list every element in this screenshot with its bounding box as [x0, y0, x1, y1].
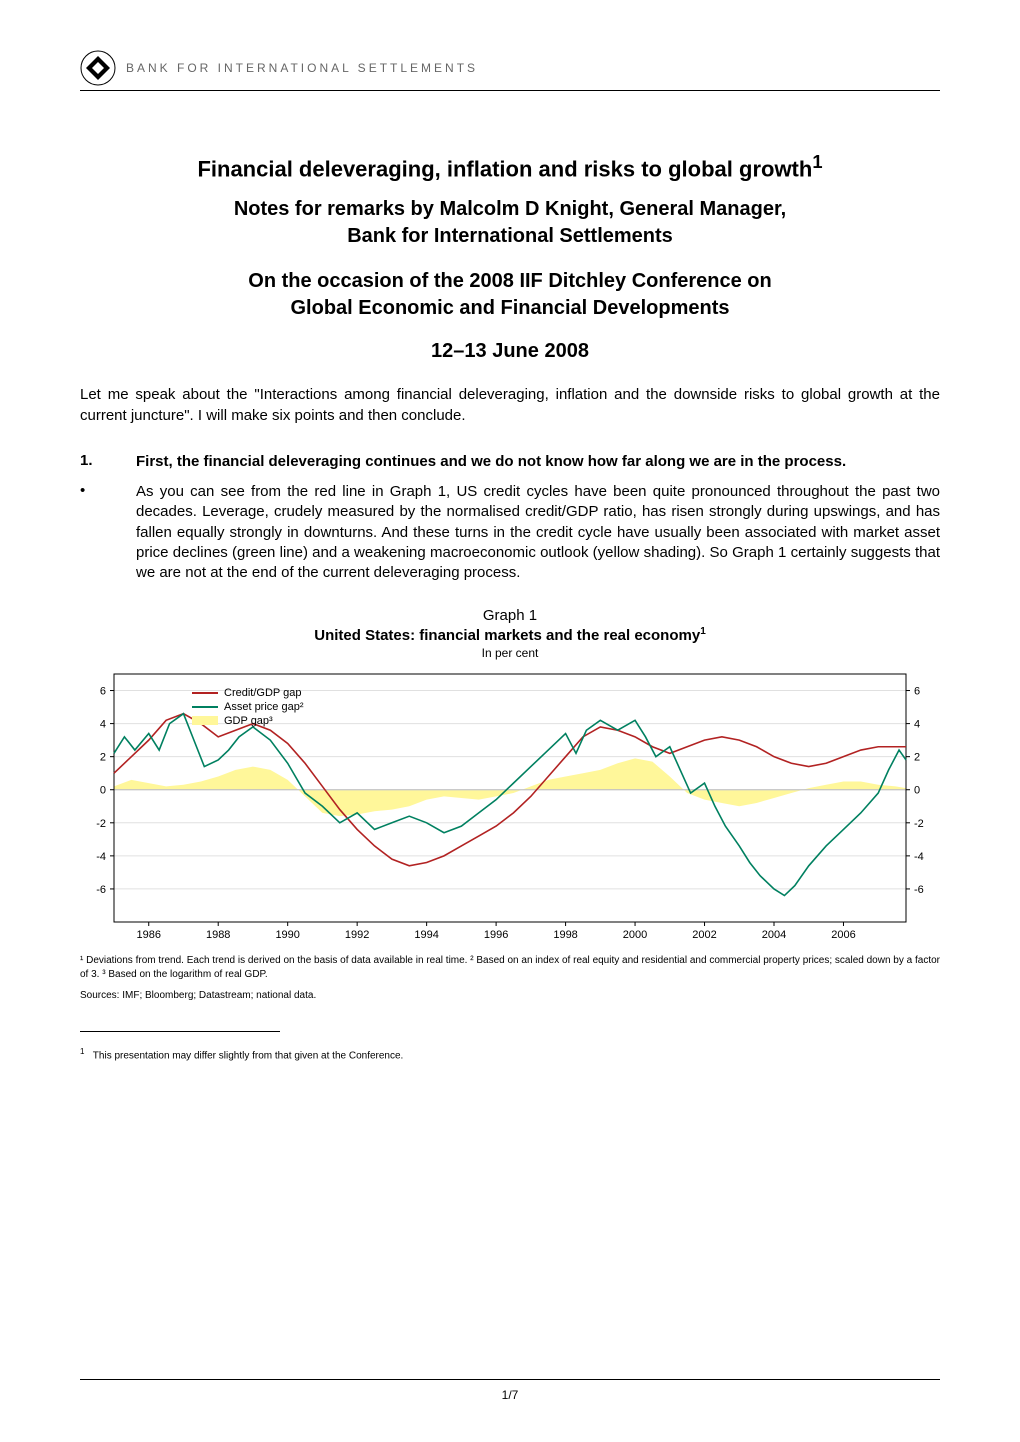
section-heading-row: 1. First, the financial deleveraging con… [80, 452, 940, 472]
svg-text:GDP gap³: GDP gap³ [224, 715, 273, 727]
page-number: 1/7 [0, 1388, 1020, 1402]
main-title-sup: 1 [812, 151, 822, 172]
page-header: BANK FOR INTERNATIONAL SETTLEMENTS [80, 50, 940, 86]
svg-text:2004: 2004 [762, 929, 786, 941]
chart-container: -6 -4 -2 0 2 4 6 -6 -4 -2 0 2 4 6 1986 1988 1990 1992 1994… [80, 666, 940, 946]
svg-text:-4: -4 [914, 851, 924, 863]
svg-text:6: 6 [100, 686, 106, 698]
section-heading: First, the financial deleveraging contin… [136, 452, 940, 472]
header-rule [80, 90, 940, 91]
occasion-l1: On the occasion of the 2008 IIF Ditchley… [80, 268, 940, 295]
svg-text:4: 4 [100, 719, 106, 731]
page-footnote-text: This presentation may differ slightly fr… [93, 1051, 404, 1062]
svg-text:1994: 1994 [414, 929, 438, 941]
occasion-l2: Global Economic and Financial Developmen… [80, 295, 940, 322]
svg-text:4: 4 [914, 719, 920, 731]
svg-text:2006: 2006 [831, 929, 855, 941]
bis-logo-icon [80, 50, 116, 86]
svg-text:1998: 1998 [553, 929, 577, 941]
svg-text:2002: 2002 [692, 929, 716, 941]
svg-text:0: 0 [914, 785, 920, 797]
bullet-row: • As you can see from the red line in Gr… [80, 482, 940, 583]
main-title: Financial deleveraging, inflation and ri… [80, 151, 940, 182]
intro-paragraph: Let me speak about the "Interactions amo… [80, 385, 940, 426]
graph-sources: Sources: IMF; Bloomberg; Datastream; nat… [80, 990, 940, 1001]
svg-text:-2: -2 [96, 818, 106, 830]
svg-text:Credit/GDP gap: Credit/GDP gap [224, 687, 301, 699]
occasion-block: On the occasion of the 2008 IIF Ditchley… [80, 268, 940, 322]
date-line: 12–13 June 2008 [80, 340, 940, 363]
graph-title-sup: 1 [700, 626, 706, 637]
svg-text:1990: 1990 [275, 929, 299, 941]
page-footnote-num: 1 [80, 1047, 84, 1056]
graph-subtitle: In per cent [80, 646, 940, 660]
footnote-rule [80, 1031, 280, 1032]
svg-text:-2: -2 [914, 818, 924, 830]
subtitle-l2: Bank for International Settlements [80, 223, 940, 250]
bullet-text: As you can see from the red line in Grap… [136, 482, 940, 583]
svg-text:1986: 1986 [136, 929, 160, 941]
bottom-rule [80, 1379, 940, 1380]
subtitle-block: Notes for remarks by Malcolm D Knight, G… [80, 196, 940, 250]
subtitle-l1: Notes for remarks by Malcolm D Knight, G… [80, 196, 940, 223]
graph-title: United States: financial markets and the… [80, 626, 940, 644]
page-footnote: 1 This presentation may differ slightly … [80, 1046, 940, 1063]
graph-title-text: United States: financial markets and the… [314, 627, 700, 644]
svg-text:2: 2 [100, 752, 106, 764]
graph-label: Graph 1 [80, 607, 940, 624]
bullet-mark: • [80, 482, 136, 583]
svg-text:6: 6 [914, 686, 920, 698]
graph-footnote: ¹ Deviations from trend. Each trend is d… [80, 954, 940, 982]
org-name: BANK FOR INTERNATIONAL SETTLEMENTS [126, 61, 478, 75]
line-chart: -6 -4 -2 0 2 4 6 -6 -4 -2 0 2 4 6 1986 1988 1990 1992 1994… [80, 666, 940, 946]
svg-text:-4: -4 [96, 851, 106, 863]
svg-text:1996: 1996 [484, 929, 508, 941]
svg-text:Asset price gap²: Asset price gap² [224, 701, 304, 713]
svg-text:1988: 1988 [206, 929, 230, 941]
svg-text:1992: 1992 [345, 929, 369, 941]
svg-text:-6: -6 [96, 884, 106, 896]
svg-text:-6: -6 [914, 884, 924, 896]
svg-text:2000: 2000 [623, 929, 647, 941]
section-number: 1. [80, 452, 136, 472]
svg-text:0: 0 [100, 785, 106, 797]
svg-text:2: 2 [914, 752, 920, 764]
main-title-text: Financial deleveraging, inflation and ri… [197, 156, 812, 181]
